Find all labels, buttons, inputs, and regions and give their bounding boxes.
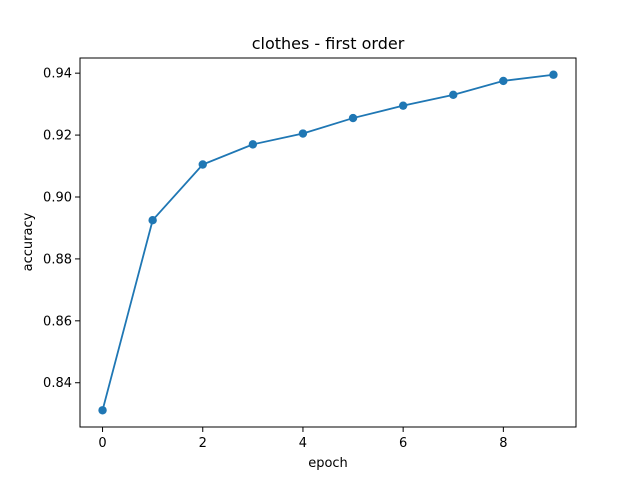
x-tick-label: 2 xyxy=(199,436,207,451)
y-axis-label: accuracy xyxy=(21,212,36,271)
data-point-epoch-2 xyxy=(198,160,207,169)
x-tick-label: 6 xyxy=(399,436,407,451)
data-point-epoch-9 xyxy=(549,70,558,79)
y-tick-label: 0.90 xyxy=(43,190,72,205)
y-axis-ticks: 0.84 0.86 0.88 0.90 0.92 0.94 xyxy=(43,67,80,391)
plot-area xyxy=(80,58,576,427)
x-tick-label: 0 xyxy=(98,436,106,451)
accuracy-series-points xyxy=(98,70,558,415)
plot-frame xyxy=(79,57,577,428)
data-point-epoch-4 xyxy=(298,129,308,138)
y-tick-label: 0.94 xyxy=(43,67,72,82)
data-point-epoch-5 xyxy=(348,113,358,123)
x-axis-label: epoch xyxy=(308,456,348,471)
data-point-epoch-6 xyxy=(398,101,408,110)
y-tick-label: 0.86 xyxy=(43,314,72,329)
x-tick-label: 4 xyxy=(299,436,307,451)
data-point-epoch-0 xyxy=(98,406,107,415)
data-point-epoch-8 xyxy=(499,76,508,86)
chart-title: clothes - first order xyxy=(252,34,405,53)
y-tick-label: 0.88 xyxy=(43,252,72,267)
accuracy-series-line xyxy=(101,73,554,411)
y-tick-label: 0.92 xyxy=(43,129,72,144)
data-point-epoch-7 xyxy=(449,90,458,100)
data-point-epoch-1 xyxy=(148,216,157,225)
x-axis-ticks: 0 2 4 6 8 xyxy=(98,427,507,451)
y-tick-label: 0.84 xyxy=(43,376,72,391)
x-tick-label: 8 xyxy=(499,436,507,451)
data-point-epoch-3 xyxy=(248,140,258,149)
